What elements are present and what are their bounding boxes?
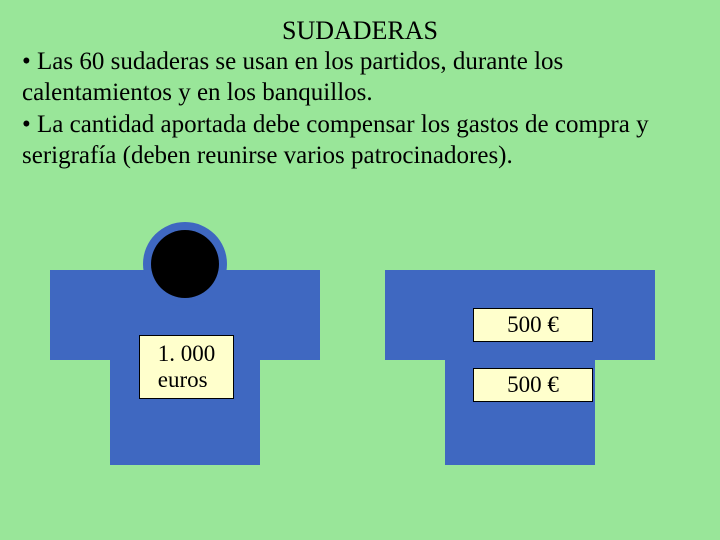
page-title: SUDADERAS: [0, 0, 720, 46]
price-label-1000-text: 1. 000euros: [158, 341, 216, 394]
price-label-500-top: 500 €: [473, 308, 593, 342]
bullet-1: • Las 60 sudaderas se usan en los partid…: [22, 46, 702, 109]
bullet-list: • Las 60 sudaderas se usan en los partid…: [0, 46, 720, 171]
sweaters-graphic: 1. 000euros 500 € 500 €: [0, 250, 720, 540]
price-label-1000: 1. 000euros: [139, 335, 234, 399]
sweater-front-neck-inner: [151, 230, 219, 298]
bullet-2: • La cantidad aportada debe compensar lo…: [22, 109, 702, 172]
sweater-back-sleeve-right: [595, 270, 655, 360]
sweater-front-sleeve-right: [260, 270, 320, 360]
price-label-500-bottom: 500 €: [473, 368, 593, 402]
sweater-back-sleeve-left: [385, 270, 445, 360]
sweater-front-sleeve-left: [50, 270, 110, 360]
